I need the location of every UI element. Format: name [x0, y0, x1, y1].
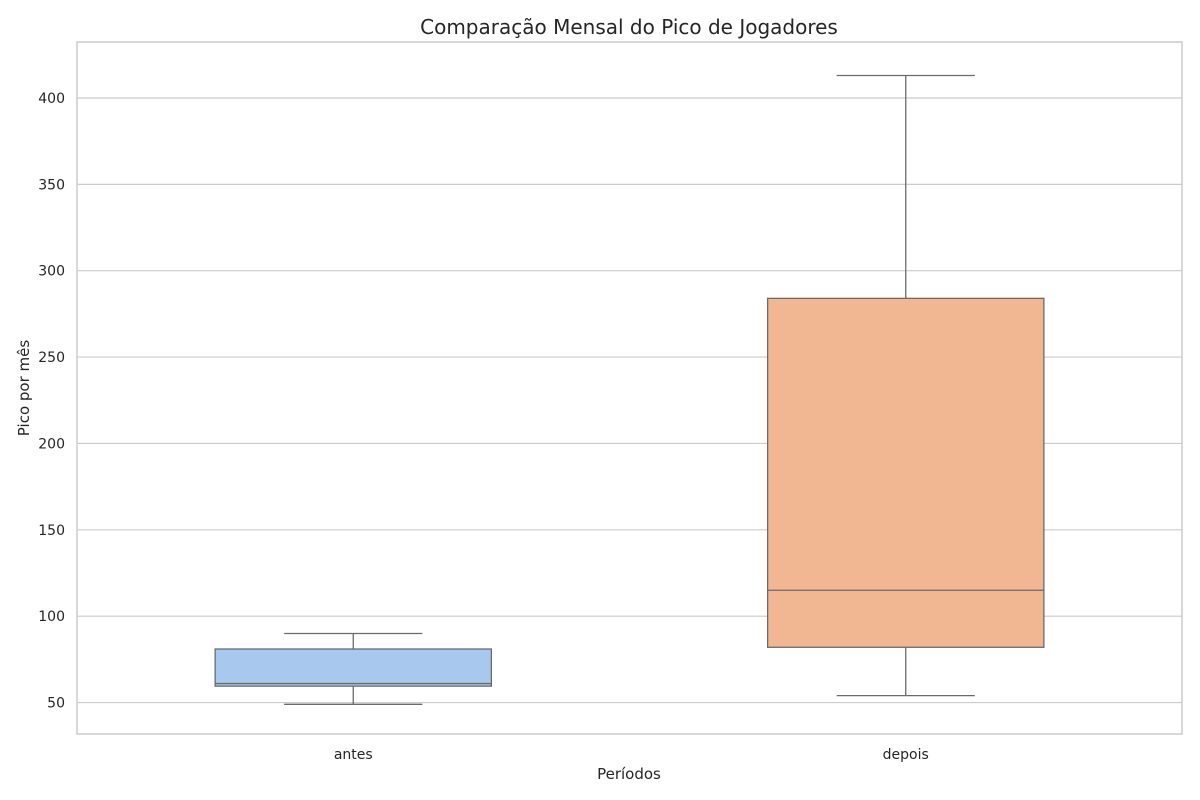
chart-title: Comparação Mensal do Pico de Jogadores	[420, 15, 838, 39]
y-tick-label: 200	[38, 436, 65, 452]
y-tick-label: 400	[38, 91, 65, 107]
y-tick-label: 150	[38, 523, 65, 539]
y-tick-label: 350	[38, 177, 65, 193]
box-depois	[766, 74, 1045, 697]
x-tick-label: antes	[334, 747, 373, 763]
y-tick-label: 100	[38, 609, 65, 625]
plot-frame	[76, 41, 1183, 735]
y-tick-label: 250	[38, 350, 65, 366]
x-axis-label: Períodos	[597, 765, 661, 783]
x-tick-label: depois	[883, 747, 929, 763]
box-antes	[214, 632, 493, 705]
x-tick-labels: antes depois	[334, 747, 929, 763]
iqr-box	[214, 648, 493, 687]
grid-lines	[77, 97, 1182, 704]
iqr-box	[766, 297, 1045, 648]
y-tick-labels: 50 100 150 200 250 300 350 400	[38, 91, 65, 712]
boxes-layer	[214, 74, 1045, 705]
y-tick-label: 300	[38, 264, 65, 280]
y-tick-label: 50	[47, 696, 65, 712]
y-axis-label: Pico por mês	[15, 340, 33, 437]
